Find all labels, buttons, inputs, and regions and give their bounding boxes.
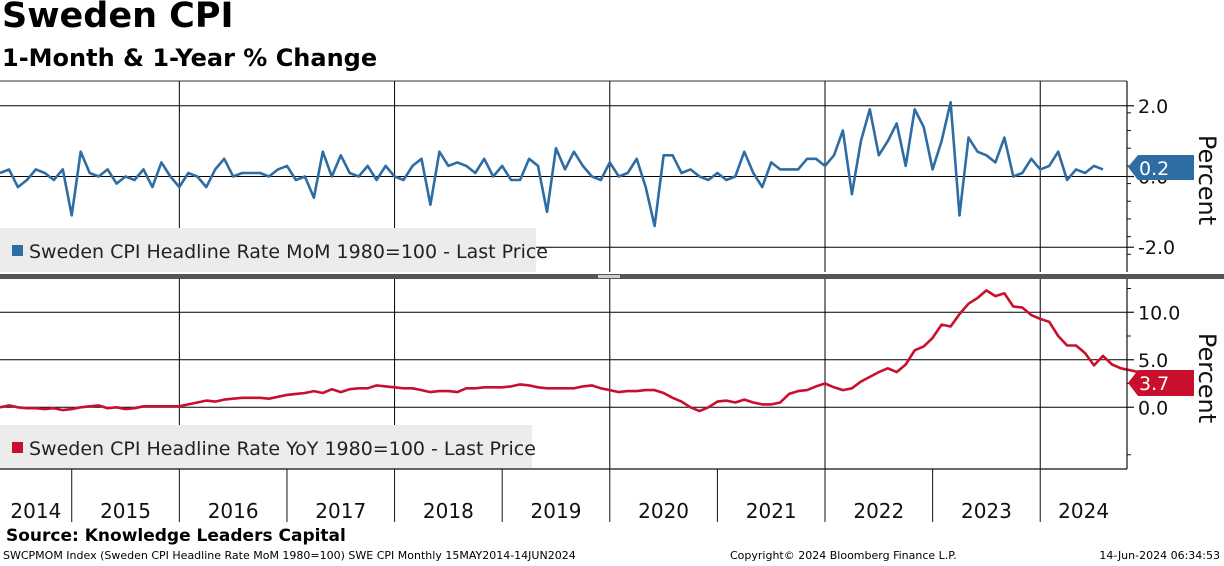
yoy-last-value-text: 3.7 (1139, 373, 1169, 395)
mom-legend-label: Sweden CPI Headline Rate MoM 1980=100 - … (29, 241, 548, 263)
x-tick-label: 2016 (208, 499, 259, 523)
top-y-tick-label: 2.0 (1138, 96, 1168, 118)
bottom-y-axis-label: Percent (1193, 333, 1221, 423)
yoy-last-value-badge: 3.7 (1128, 370, 1194, 396)
x-tick-label: 2020 (638, 499, 689, 523)
source-note: Source: Knowledge Leaders Capital (6, 526, 346, 546)
bottom-legend-box (0, 425, 532, 469)
mom-last-value-badge-shape (1128, 155, 1194, 180)
chart-title: Sweden CPI (2, 0, 234, 36)
x-tick-label: 2022 (853, 499, 904, 523)
bottom-grid (0, 279, 1127, 469)
mom-last-value-text: 0.2 (1139, 158, 1169, 180)
mom-series-line (0, 100, 1104, 228)
yoy-legend-swatch (12, 442, 23, 453)
x-tick-label: 2018 (423, 499, 474, 523)
x-tick-label: 2021 (746, 499, 797, 523)
top-y-tick-label: -2.0 (1138, 237, 1175, 259)
footer-timestamp: 14-Jun-2024 06:34:53 (1099, 549, 1220, 562)
bottom-y-tick-label: 0.0 (1138, 397, 1168, 419)
x-tick-label: 2014 (10, 499, 61, 523)
bottom-panel: Sweden CPI Headline Rate YoY 1980=100 - … (0, 279, 1221, 469)
chart-area: Sweden CPI Headline Rate MoM 1980=100 - … (0, 80, 1224, 523)
yoy-legend-label: Sweden CPI Headline Rate YoY 1980=100 - … (29, 438, 536, 460)
mom-last-value-badge: 0.2 (1128, 155, 1194, 180)
x-tick-label: 2023 (961, 499, 1012, 523)
top-grid (0, 81, 1127, 272)
bottom-y-tick-label: 10.0 (1138, 302, 1180, 324)
mom-legend-swatch (12, 245, 23, 256)
top-panel: Sweden CPI Headline Rate MoM 1980=100 - … (0, 80, 1221, 272)
x-axis: 2014 2015 2016 2017 2018 2019 2020 2021 2022 2023… (0, 468, 1127, 523)
panel-separator-handle (598, 275, 620, 278)
top-legend: Sweden CPI Headline Rate MoM 1980=100 - … (0, 228, 548, 272)
bottom-legend: Sweden CPI Headline Rate YoY 1980=100 - … (0, 425, 536, 469)
bottom-y-axis: 0.0 5.0 10.0 (1126, 279, 1180, 469)
yoy-last-value-badge-shape (1128, 370, 1194, 396)
x-tick-label: 2024 (1058, 499, 1109, 523)
footer-index-description: SWCPMOM Index (Sweden CPI Headline Rate … (3, 549, 576, 562)
chart-subtitle: 1-Month & 1-Year % Change (2, 44, 378, 72)
x-tick-label: 2015 (100, 499, 151, 523)
x-tick-label: 2019 (531, 499, 582, 523)
x-tick-label: 2017 (315, 499, 366, 523)
panel-separator (0, 274, 1224, 279)
top-legend-box (0, 228, 536, 272)
yoy-series-line (0, 289, 1140, 413)
top-y-axis-label: Percent (1193, 135, 1221, 225)
footer-copyright: Copyright© 2024 Bloomberg Finance L.P. (730, 549, 957, 562)
bottom-y-tick-label: 5.0 (1138, 350, 1168, 372)
